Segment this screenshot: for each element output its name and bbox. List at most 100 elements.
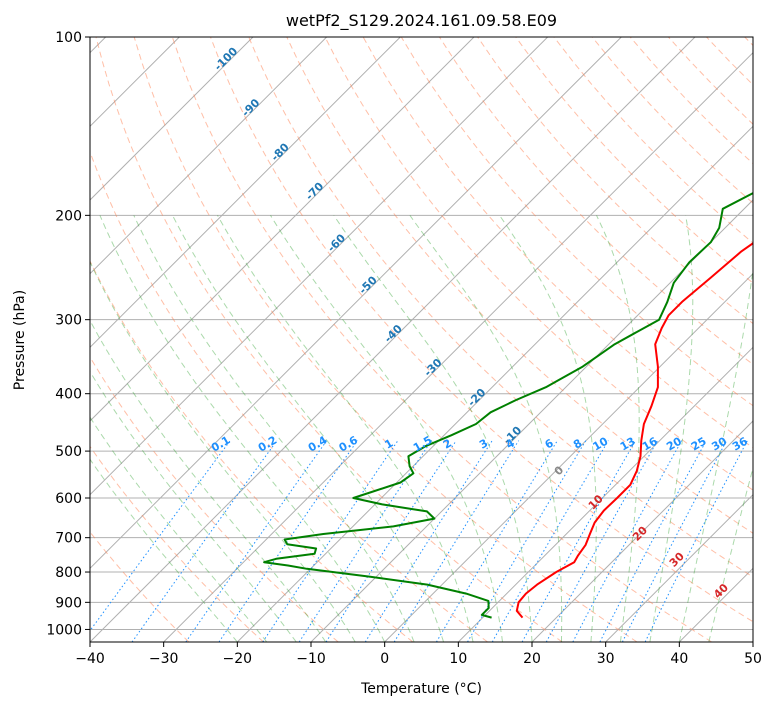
- y-tick-label: 800: [55, 565, 82, 581]
- moist-adiabat-label: 30: [667, 549, 687, 569]
- mixing-ratio-line: [491, 440, 609, 642]
- isotherm-line: [605, 493, 753, 642]
- x-tick-label: 10: [449, 651, 467, 667]
- isotherm-line: [90, 37, 475, 422]
- dry-adiabat: [324, 37, 753, 491]
- chart-title: wetPf2_S129.2024.161.09.58.E09: [286, 11, 557, 31]
- mixing-ratio-line: [185, 440, 328, 642]
- x-tick-label: 40: [670, 651, 688, 667]
- y-tick-label: 500: [55, 444, 82, 460]
- mixing-ratio-line: [90, 440, 231, 632]
- x-tick-label: −40: [75, 651, 105, 667]
- moist-adiabat-label: 40: [711, 581, 731, 601]
- dry-adiabat: [95, 37, 563, 642]
- dry-adiabat: [90, 445, 264, 642]
- dry-adiabat: [553, 37, 753, 244]
- dry-adiabat: [90, 150, 488, 642]
- isotherm-line: [90, 37, 254, 201]
- mixing-ratio-line: [364, 440, 493, 642]
- isotherm-label: -70: [303, 180, 326, 203]
- isotherm-line: [310, 199, 753, 642]
- y-tick-label: 300: [55, 313, 82, 329]
- x-tick-label: 30: [597, 651, 615, 667]
- mixing-ratio-line: [325, 440, 457, 642]
- isotherm-label: -30: [421, 356, 444, 379]
- isotherm-line: [90, 37, 696, 642]
- moist-adiabat: [99, 215, 386, 642]
- mixing-ratio-line: [393, 440, 520, 642]
- dry-adiabat: [668, 37, 753, 125]
- plot-annotations: -100-90-80-70-60-50-40-30-20-100.1 0.2 0.4…: [209, 44, 750, 601]
- isotherm-line: [752, 641, 753, 642]
- x-tick-label: −30: [149, 651, 179, 667]
- dry-adiabat: [133, 37, 638, 642]
- moist-adiabat: [133, 215, 415, 642]
- dry-adiabat: [706, 37, 753, 86]
- isotherm-line: [90, 37, 622, 570]
- moist-adiabat: [678, 265, 753, 642]
- mixing-ratio-line: [545, 440, 659, 642]
- mixing-ratio-line: [644, 440, 748, 642]
- isotherm-line: [163, 51, 753, 642]
- x-tick-label: 0: [380, 651, 389, 667]
- axes: −40 −30 −20 −10 0 10 20 30 40 50 100 200 300 400 500 60…: [46, 30, 762, 667]
- x-tick-label: 50: [744, 651, 762, 667]
- isotherm-line: [90, 37, 549, 496]
- isotherm-label: -40: [382, 322, 405, 345]
- dry-adiabat: [90, 356, 339, 642]
- moist-adiabat: [172, 215, 445, 642]
- dry-adiabat: [171, 37, 712, 642]
- dry-adiabat: [515, 37, 753, 284]
- dry-adiabat: [210, 37, 753, 623]
- temperature-profile-line: [515, 242, 753, 619]
- mixing-ratio-line: [262, 440, 399, 642]
- plot-data-lines: [263, 192, 753, 619]
- y-tick-label: 200: [55, 208, 82, 224]
- dry-adiabat: [90, 259, 414, 642]
- plot-frame: [89, 36, 754, 643]
- moist-adiabat: [90, 458, 238, 642]
- isotherm-label: -80: [269, 140, 292, 163]
- dry-adiabat: [286, 37, 753, 534]
- moist-adiabat: [333, 215, 533, 642]
- y-tick-label: 600: [55, 491, 82, 507]
- isotherm-line: [90, 37, 328, 275]
- mixing-ratio-label: 2: [441, 437, 454, 452]
- dry-adiabat: [248, 37, 753, 578]
- y-tick-label: 1000: [46, 622, 82, 638]
- isotherm-label: -100: [212, 44, 241, 73]
- x-axis-label: Temperature (°C): [360, 681, 482, 697]
- isotherm-line: [90, 37, 401, 349]
- mixing-ratio-line: [599, 440, 707, 642]
- moist-adiabat: [90, 260, 356, 642]
- dry-adiabat: [744, 37, 753, 47]
- plot-background-lines: [90, 37, 753, 642]
- mixing-ratio-line: [298, 440, 432, 642]
- x-tick-label: −10: [296, 651, 326, 667]
- moist-adiabat-label: 10: [586, 492, 606, 512]
- y-tick-label: 900: [55, 595, 82, 611]
- moist-adiabat: [90, 319, 327, 642]
- moist-adiabat: [270, 215, 503, 642]
- isotherm-label: -90: [239, 96, 262, 119]
- isotherm-line: [457, 346, 753, 642]
- y-tick-label: 100: [55, 30, 82, 46]
- isotherm-label: -20: [465, 386, 488, 409]
- moist-adiabat: [708, 466, 753, 642]
- isotherm-line: [384, 272, 753, 642]
- mixing-ratio-line: [521, 440, 637, 642]
- moist-adiabat: [596, 215, 640, 642]
- isotherm-line: [678, 567, 753, 642]
- mixing-ratio-label: 6: [543, 436, 556, 451]
- moist-adiabat: [217, 215, 474, 642]
- y-tick-label: 700: [55, 531, 82, 547]
- mixing-ratio-line: [131, 440, 278, 642]
- dry-adiabat: [90, 531, 190, 642]
- dry-adiabat: [591, 37, 753, 204]
- isotherm-line: [531, 420, 753, 642]
- moist-adiabat: [649, 215, 694, 642]
- isotherm-line: [236, 125, 753, 642]
- mixing-ratio-line: [467, 440, 587, 642]
- dewpoint-profile-line: [263, 192, 753, 619]
